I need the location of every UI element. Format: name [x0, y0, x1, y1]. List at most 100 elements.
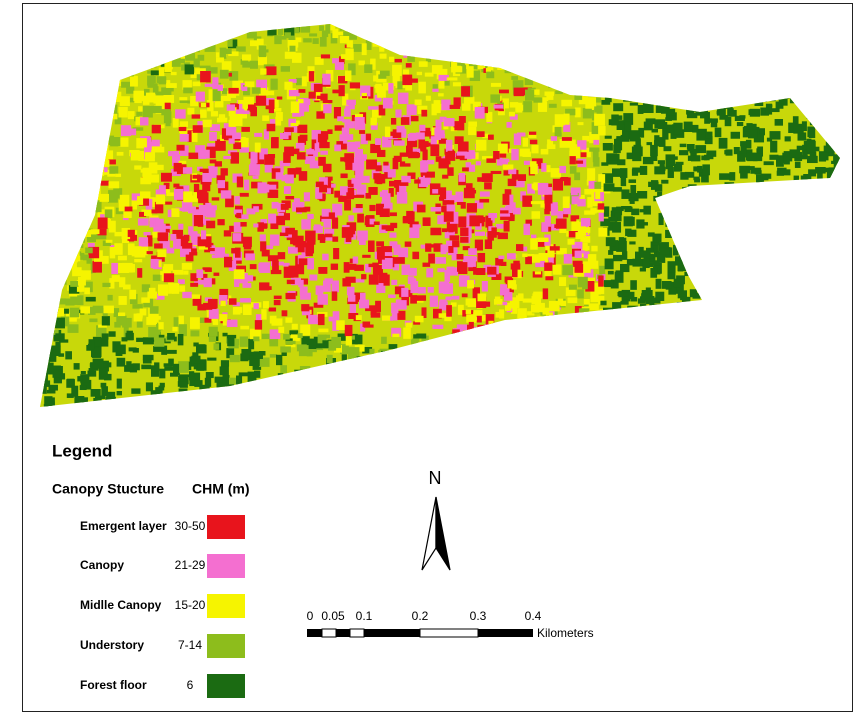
canopy-speck — [182, 201, 192, 212]
canopy-speck — [636, 219, 644, 228]
canopy-speck — [382, 316, 390, 321]
canopy-speck — [289, 266, 299, 278]
canopy-speck — [598, 276, 603, 287]
canopy-speck — [356, 204, 363, 208]
canopy-speck — [342, 128, 349, 138]
canopy-speck — [332, 29, 338, 38]
canopy-speck — [286, 293, 296, 299]
legend-range: 7-14 — [178, 638, 202, 652]
page: {"legend": {"title": "Legend", "column_1… — [0, 0, 864, 720]
canopy-speck — [530, 164, 538, 174]
canopy-speck — [261, 309, 266, 319]
canopy-speck — [403, 328, 411, 339]
canopy-speck — [198, 364, 204, 371]
canopy-speck — [211, 111, 218, 116]
canopy-speck — [517, 133, 525, 137]
canopy-speck — [406, 323, 413, 328]
canopy-speck — [432, 325, 443, 329]
canopy-speck — [178, 381, 188, 387]
canopy-speck — [347, 40, 353, 47]
canopy-speck — [245, 253, 255, 260]
canopy-speck — [124, 365, 133, 372]
canopy-speck — [617, 159, 625, 165]
canopy-speck — [117, 379, 122, 389]
canopy-speck — [508, 179, 517, 186]
canopy-speck — [380, 209, 390, 218]
canopy-speck — [795, 162, 801, 168]
canopy-speck — [282, 310, 288, 316]
canopy-speck — [421, 245, 426, 249]
canopy-speck — [397, 126, 405, 133]
canopy-speck — [271, 79, 278, 90]
canopy-speck — [715, 128, 722, 138]
canopy-speck — [587, 168, 595, 179]
canopy-speck — [136, 112, 142, 116]
canopy-speck — [393, 158, 399, 169]
scale-label: 0.2 — [412, 609, 429, 623]
canopy-speck — [668, 167, 674, 178]
canopy-speck — [137, 268, 142, 278]
canopy-speck — [587, 197, 592, 208]
canopy-speck — [299, 345, 310, 356]
canopy-speck — [408, 152, 419, 158]
canopy-speck — [277, 36, 287, 40]
canopy-speck — [637, 191, 647, 199]
canopy-speck — [318, 294, 328, 305]
canopy-speck — [378, 74, 386, 78]
canopy-speck — [164, 363, 172, 366]
canopy-speck — [209, 132, 217, 141]
canopy-speck — [309, 71, 314, 81]
canopy-speck — [220, 70, 229, 79]
canopy-speck — [345, 277, 355, 283]
canopy-speck — [170, 373, 178, 377]
canopy-speck — [661, 180, 668, 184]
canopy-speck — [153, 346, 162, 352]
canopy-speck — [332, 237, 338, 242]
canopy-speck — [397, 311, 405, 320]
canopy-speck — [371, 118, 377, 126]
canopy-speck — [207, 248, 215, 251]
canopy-speck — [482, 173, 493, 182]
canopy-speck — [785, 136, 791, 141]
canopy-speck — [650, 145, 658, 156]
canopy-speck — [625, 122, 631, 131]
legend-swatch — [207, 634, 245, 658]
canopy-speck — [377, 150, 385, 157]
canopy-speck — [802, 121, 807, 131]
canopy-speck — [65, 351, 72, 359]
canopy-speck — [508, 280, 517, 288]
canopy-speck — [512, 268, 518, 277]
canopy-speck — [286, 175, 294, 184]
canopy-speck — [196, 269, 203, 278]
canopy-speck — [820, 153, 829, 161]
canopy-speck — [49, 385, 58, 391]
canopy-speck — [243, 237, 252, 247]
canopy-speck — [487, 267, 496, 275]
canopy-speck — [359, 235, 366, 245]
canopy-speck — [212, 197, 220, 200]
canopy-speck — [469, 215, 479, 226]
canopy-speck — [430, 296, 438, 307]
canopy-speck — [156, 219, 164, 229]
canopy-speck — [450, 235, 460, 240]
canopy-speck — [271, 137, 279, 148]
canopy-speck — [205, 84, 213, 87]
scale-segment — [336, 629, 350, 637]
canopy-speck — [477, 131, 485, 137]
canopy-speck — [221, 190, 232, 198]
canopy-speck — [227, 104, 235, 110]
canopy-speck — [348, 215, 353, 221]
canopy-speck — [563, 196, 570, 208]
canopy-speck — [167, 350, 177, 354]
canopy-speck — [178, 334, 184, 345]
canopy-speck — [409, 133, 417, 141]
canopy-speck — [531, 201, 541, 204]
canopy-speck — [220, 48, 227, 59]
canopy-speck — [254, 351, 263, 359]
canopy-speck — [284, 127, 293, 132]
canopy-speck — [91, 229, 100, 234]
canopy-speck — [437, 268, 444, 272]
canopy-speck — [389, 233, 396, 238]
canopy-speck — [388, 295, 395, 298]
canopy-speck — [575, 264, 584, 273]
